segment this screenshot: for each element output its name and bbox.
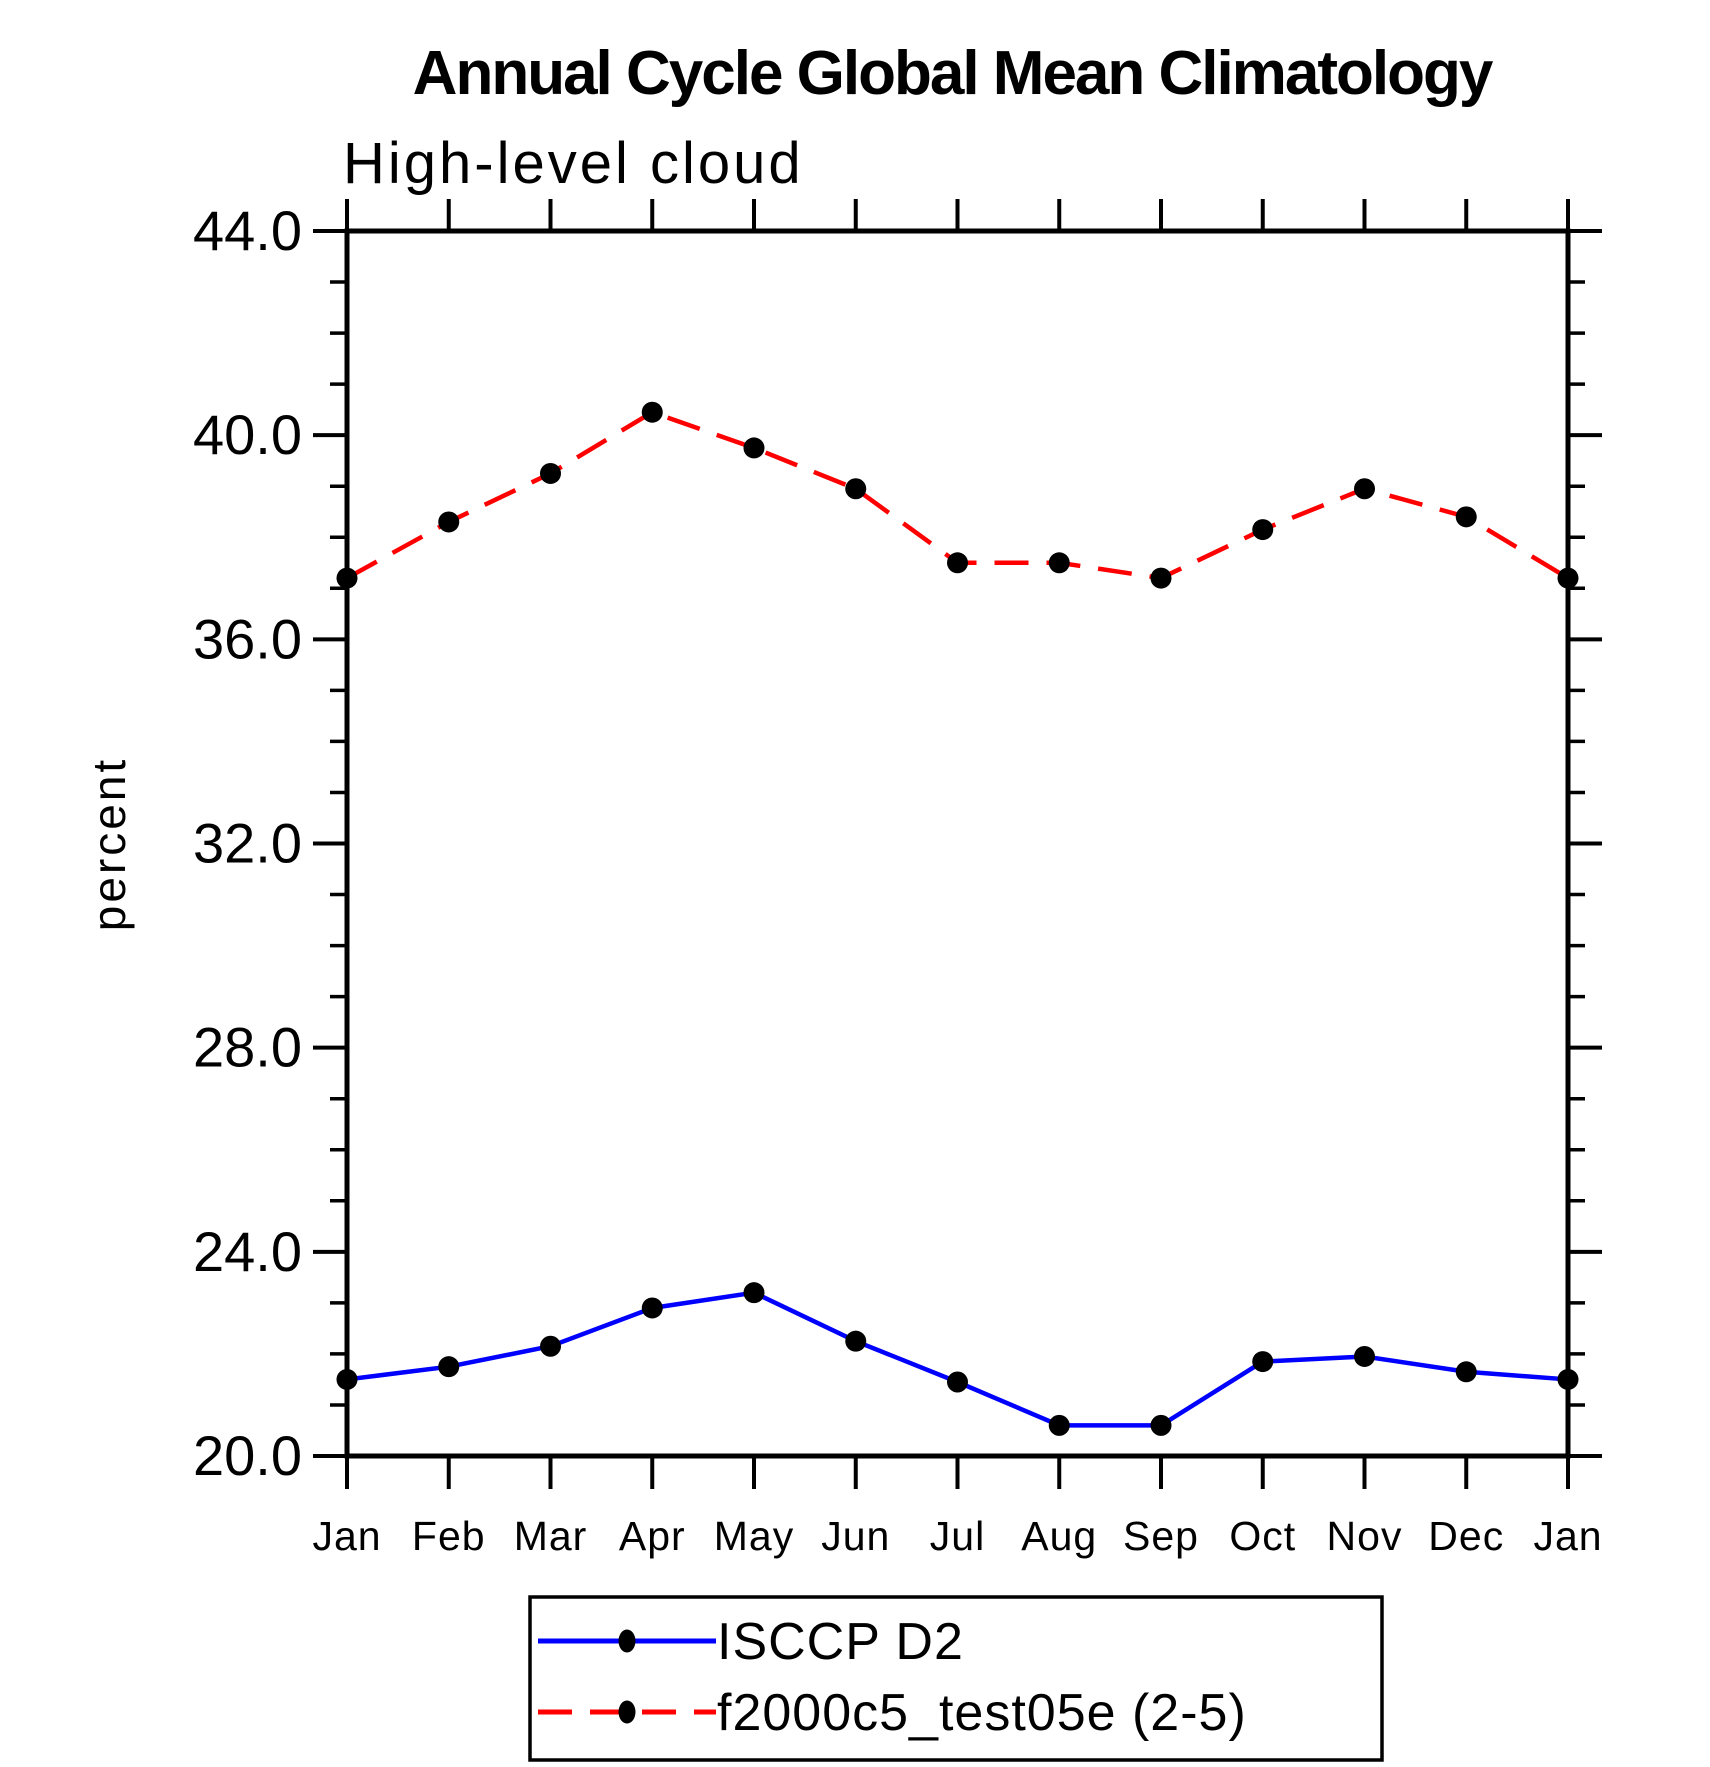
data-point-marker — [1252, 1351, 1274, 1373]
y-axis-tick-label: 28.0 — [193, 1016, 302, 1079]
data-point-marker — [743, 437, 765, 459]
x-axis-tick-label: Jul — [930, 1513, 985, 1559]
data-point-marker — [1150, 567, 1172, 589]
x-axis-tick-label: Sep — [1123, 1513, 1199, 1559]
y-axis-tick-label: 32.0 — [193, 812, 302, 875]
chart-title: Annual Cycle Global Mean Climatology — [413, 39, 1494, 108]
data-point-marker — [1150, 1414, 1172, 1436]
plot-frame — [344, 228, 1571, 1459]
chart-subtitle: High-level cloud — [343, 131, 804, 196]
data-point-marker — [1252, 519, 1274, 541]
x-axis-tick-label: Nov — [1327, 1513, 1403, 1559]
x-axis-tick-label: Jun — [821, 1513, 890, 1559]
y-axis-tick-label: 24.0 — [193, 1220, 302, 1283]
y-axis-tick-label: 36.0 — [193, 607, 302, 670]
y-axis-tick-label: 40.0 — [193, 403, 302, 466]
data-point-marker — [1455, 506, 1477, 528]
x-axis-tick-label: Oct — [1229, 1513, 1296, 1559]
legend-box — [528, 1595, 1384, 1762]
data-point-marker — [1557, 567, 1579, 589]
data-point-marker — [845, 478, 867, 500]
data-point-marker — [845, 1330, 867, 1352]
x-axis-tick-label: Jan — [312, 1513, 381, 1559]
data-point-marker — [947, 552, 968, 574]
legend-entry-label: f2000c5_test05e (2-5) — [717, 1684, 1247, 1742]
data-point-marker — [438, 1356, 460, 1378]
data-point-marker — [1557, 1368, 1579, 1390]
data-point-marker — [1455, 1361, 1477, 1383]
x-axis-tick-label: Feb — [412, 1513, 486, 1559]
x-axis-tick-label: Dec — [1428, 1513, 1504, 1559]
axes: Jan Feb Mar Apr May Jun Jul Aug Sep Oct Nov Dec Jan2… — [193, 199, 1602, 1559]
data-point-marker — [540, 462, 561, 484]
x-axis-tick-label: Aug — [1021, 1513, 1097, 1559]
x-axis-tick-label: May — [714, 1513, 794, 1559]
data-point-marker — [1048, 1414, 1070, 1436]
x-axis-tick-label: Apr — [619, 1513, 686, 1559]
legend-marker — [618, 1629, 636, 1653]
y-axis-tick-label: 44.0 — [193, 199, 302, 262]
legend-marker — [618, 1700, 636, 1724]
x-axis-tick-label: Mar — [514, 1513, 588, 1559]
data-point-marker — [947, 1371, 968, 1393]
data-point-marker — [641, 1297, 663, 1319]
legend-entry-label: ISCCP D2 — [717, 1613, 964, 1671]
data-point-marker — [1354, 1345, 1375, 1367]
y-axis-tick-label: 20.0 — [193, 1424, 302, 1487]
data-point-marker — [743, 1282, 765, 1304]
series-line-isccp-d2 — [346, 1290, 1569, 1428]
data-series — [336, 401, 1579, 1436]
data-point-marker — [641, 401, 663, 423]
x-axis-tick-label: Jan — [1533, 1513, 1602, 1559]
data-point-marker — [1354, 478, 1375, 500]
y-axis-title: percent — [83, 757, 135, 931]
data-point-marker — [336, 567, 358, 589]
data-point-marker — [336, 1368, 358, 1390]
legend: ISCCP D2 f2000c5_test05e (2-5) — [528, 1595, 1384, 1762]
data-point-marker — [540, 1335, 561, 1357]
data-point-marker — [1048, 552, 1070, 574]
data-point-marker — [438, 511, 460, 533]
